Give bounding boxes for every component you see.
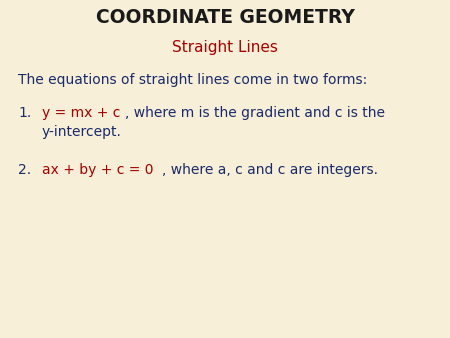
Text: COORDINATE GEOMETRY: COORDINATE GEOMETRY: [95, 8, 355, 27]
Text: ax + by + c = 0: ax + by + c = 0: [42, 163, 153, 177]
Text: y = mx + c: y = mx + c: [42, 106, 121, 120]
Text: 2.: 2.: [18, 163, 31, 177]
Text: , where m is the gradient and c is the: , where m is the gradient and c is the: [125, 106, 385, 120]
Text: The equations of straight lines come in two forms:: The equations of straight lines come in …: [18, 73, 367, 87]
Text: 1.: 1.: [18, 106, 31, 120]
Text: Straight Lines: Straight Lines: [172, 40, 278, 55]
Text: , where a, c and c are integers.: , where a, c and c are integers.: [162, 163, 378, 177]
Text: y-intercept.: y-intercept.: [42, 125, 122, 139]
